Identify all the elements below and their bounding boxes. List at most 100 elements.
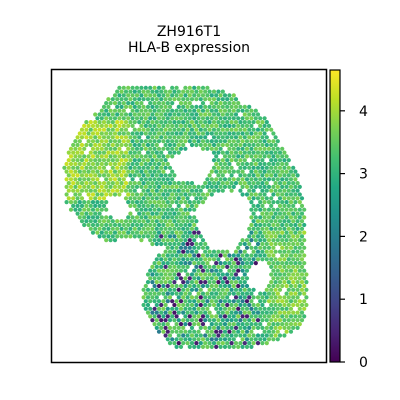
expression-spot bbox=[275, 207, 280, 212]
expression-spot bbox=[130, 230, 135, 235]
expression-spot bbox=[304, 272, 309, 277]
expression-spot bbox=[187, 306, 192, 311]
expression-spot bbox=[242, 173, 247, 178]
expression-spot bbox=[97, 196, 102, 201]
expression-spot bbox=[200, 139, 206, 144]
expression-spot bbox=[247, 142, 252, 148]
expression-spot bbox=[211, 287, 217, 292]
expression-spot bbox=[277, 226, 283, 231]
expression-spot bbox=[238, 173, 243, 178]
expression-spot bbox=[172, 280, 177, 285]
expression-spot bbox=[119, 150, 124, 155]
expression-spot bbox=[203, 272, 208, 277]
expression-spot bbox=[194, 120, 199, 125]
expression-spot bbox=[126, 131, 131, 136]
expression-spot bbox=[143, 108, 148, 113]
expression-spot bbox=[229, 280, 234, 285]
expression-spot bbox=[264, 150, 269, 155]
expression-spot bbox=[209, 344, 214, 349]
expression-spot bbox=[220, 120, 225, 125]
expression-spot bbox=[286, 249, 291, 254]
expression-spot bbox=[240, 177, 245, 182]
expression-spot bbox=[148, 291, 153, 296]
expression-spot bbox=[152, 291, 157, 296]
expression-spot bbox=[176, 264, 181, 269]
expression-spot bbox=[79, 135, 85, 140]
expression-spot bbox=[165, 306, 170, 311]
expression-spot bbox=[176, 249, 181, 254]
expression-spot bbox=[240, 116, 245, 121]
expression-spot bbox=[275, 177, 280, 182]
expression-spot bbox=[183, 207, 188, 212]
expression-spot bbox=[95, 207, 100, 212]
expression-spot bbox=[260, 181, 265, 186]
expression-spot bbox=[295, 295, 300, 300]
expression-spot bbox=[220, 264, 225, 269]
expression-spot bbox=[214, 337, 219, 342]
expression-spot bbox=[172, 287, 177, 292]
expression-spot bbox=[229, 112, 234, 117]
expression-spot bbox=[273, 280, 278, 285]
expression-spot bbox=[205, 283, 210, 289]
expression-spot bbox=[229, 302, 234, 308]
expression-spot bbox=[240, 322, 245, 327]
expression-spot bbox=[189, 310, 195, 315]
expression-spot bbox=[95, 123, 100, 128]
expression-spot bbox=[253, 192, 258, 197]
expression-spot bbox=[154, 181, 159, 186]
expression-spot bbox=[229, 158, 234, 163]
expression-spot bbox=[112, 131, 118, 136]
expression-spot bbox=[222, 169, 228, 174]
expression-spot bbox=[216, 302, 221, 308]
expression-spot bbox=[117, 169, 122, 174]
expression-spot bbox=[260, 173, 265, 178]
expression-spot bbox=[189, 181, 195, 186]
expression-spot bbox=[262, 154, 267, 159]
expression-spot bbox=[220, 333, 225, 338]
expression-spot bbox=[271, 169, 276, 174]
expression-spot bbox=[139, 215, 144, 220]
expression-spot bbox=[165, 108, 170, 113]
expression-spot bbox=[106, 234, 111, 239]
expression-spot bbox=[148, 85, 153, 90]
expression-spot bbox=[258, 238, 263, 243]
expression-spot bbox=[112, 93, 118, 98]
expression-spot bbox=[181, 188, 186, 193]
expression-spot bbox=[183, 238, 188, 243]
expression-spot bbox=[148, 131, 153, 136]
expression-spot bbox=[291, 173, 296, 178]
expression-spot bbox=[240, 261, 245, 266]
expression-spot bbox=[284, 253, 289, 258]
expression-spot bbox=[205, 314, 210, 319]
colorbar-tick-label: 2 bbox=[359, 229, 368, 245]
expression-spot bbox=[198, 89, 203, 94]
expression-spot bbox=[205, 146, 210, 151]
expression-spot bbox=[260, 310, 265, 315]
expression-spot bbox=[227, 169, 232, 174]
expression-spot bbox=[163, 188, 168, 193]
expression-spot bbox=[154, 120, 159, 125]
expression-spot bbox=[209, 299, 214, 304]
expression-spot bbox=[242, 333, 247, 338]
expression-spot bbox=[299, 272, 305, 277]
expression-spot bbox=[251, 135, 256, 140]
expression-spot bbox=[71, 173, 76, 178]
expression-spot bbox=[68, 177, 74, 182]
expression-spot bbox=[203, 318, 208, 323]
expression-spot bbox=[123, 165, 129, 170]
expression-spot bbox=[222, 131, 228, 136]
expression-spot bbox=[211, 333, 217, 338]
expression-spot bbox=[187, 108, 192, 113]
expression-spot bbox=[119, 158, 124, 163]
expression-spot bbox=[75, 142, 80, 148]
expression-spot bbox=[181, 241, 186, 247]
expression-spot bbox=[79, 150, 85, 155]
expression-spot bbox=[132, 97, 137, 102]
expression-spot bbox=[194, 295, 199, 300]
expression-spot bbox=[194, 241, 199, 247]
expression-spot bbox=[284, 169, 289, 174]
expression-spot bbox=[211, 257, 217, 262]
expression-spot bbox=[242, 158, 247, 163]
expression-spot bbox=[148, 184, 153, 189]
expression-spot bbox=[97, 203, 102, 208]
